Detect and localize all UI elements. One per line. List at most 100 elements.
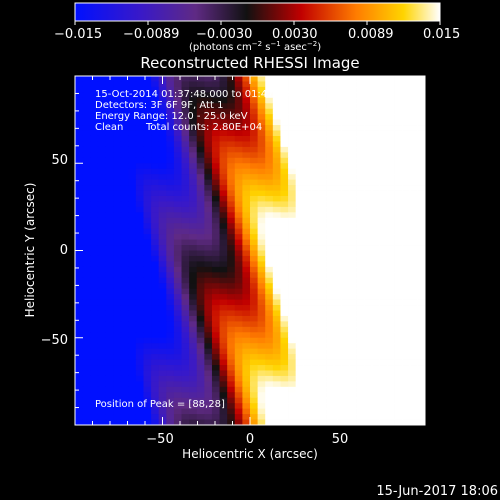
heatmap-cell	[105, 299, 114, 306]
heatmap-cell	[227, 315, 236, 322]
heatmap-cell	[189, 179, 198, 186]
heatmap-cell	[82, 130, 91, 137]
heatmap-cell	[417, 332, 425, 339]
heatmap-cell	[379, 370, 388, 377]
heatmap-cell	[113, 108, 122, 115]
heatmap-cell	[189, 294, 198, 300]
heatmap-cell	[211, 206, 220, 213]
heatmap-cell	[242, 201, 251, 208]
heatmap-cell	[135, 168, 144, 175]
heatmap-cell	[219, 288, 228, 295]
heatmap-cell	[341, 190, 350, 197]
heatmap-cell	[257, 321, 266, 328]
heatmap-cell	[166, 277, 175, 284]
heatmap-cell	[386, 119, 395, 126]
y-tick-label-neg50: −50	[41, 333, 68, 348]
heatmap-cell	[151, 195, 160, 202]
heatmap-cell	[379, 146, 388, 153]
heatmap-cell	[386, 359, 395, 366]
heatmap-cell	[371, 223, 380, 230]
heatmap-cell	[219, 326, 228, 333]
heatmap-cell	[143, 299, 152, 306]
heatmap-cell	[303, 386, 312, 393]
footer-date: 15-Jun-2017 18:06	[376, 484, 498, 499]
heatmap-cell	[356, 359, 365, 366]
heatmap-cell	[189, 386, 198, 393]
heatmap-cell	[288, 146, 297, 153]
heatmap-cell	[272, 217, 281, 224]
heatmap-cell	[90, 337, 99, 344]
heatmap-cell	[326, 108, 335, 115]
heatmap-cell	[364, 119, 373, 126]
heatmap-cell	[158, 92, 167, 99]
heatmap-cell	[386, 168, 395, 175]
heatmap-cell	[310, 277, 319, 284]
heatmap-cell	[113, 365, 122, 371]
heatmap-cell	[318, 185, 327, 191]
heatmap-cell	[333, 195, 342, 202]
heatmap-cell	[417, 419, 425, 425]
heatmap-cell	[280, 174, 289, 181]
heatmap-cell	[280, 239, 289, 246]
heatmap-cell	[181, 250, 190, 257]
heatmap-cell	[128, 397, 137, 404]
heatmap-cell	[166, 414, 175, 420]
heatmap-cell	[90, 343, 99, 350]
heatmap-cell	[234, 163, 243, 170]
heatmap-cell	[288, 81, 297, 88]
heatmap-cell	[181, 201, 190, 208]
heatmap-cell	[189, 261, 198, 268]
heatmap-cell	[417, 321, 425, 328]
heatmap-cell	[181, 228, 190, 235]
heatmap-cell	[409, 168, 418, 175]
heatmap-cell	[219, 359, 228, 366]
heatmap-cell	[166, 228, 175, 235]
heatmap-cell	[272, 223, 281, 230]
heatmap-cell	[128, 392, 137, 399]
heatmap-cell	[120, 288, 129, 295]
heatmap-cell	[97, 190, 106, 197]
heatmap-cell	[219, 125, 228, 131]
heatmap-cell	[113, 294, 122, 300]
heatmap-cell	[295, 234, 304, 240]
heatmap-cell	[75, 152, 84, 159]
heatmap-cell	[120, 419, 129, 425]
heatmap-cell	[135, 305, 144, 311]
heatmap-cell	[409, 130, 418, 137]
heatmap-cell	[219, 108, 228, 115]
heatmap-cell	[97, 272, 106, 279]
heatmap-cell	[371, 272, 380, 279]
heatmap-cell	[75, 305, 84, 311]
heatmap-cell	[333, 179, 342, 186]
heatmap-cell	[196, 348, 205, 355]
heatmap-cell	[341, 414, 350, 420]
heatmap-cell	[97, 414, 106, 420]
heatmap-cell	[265, 114, 274, 121]
heatmap-cell	[173, 76, 182, 82]
heatmap-cell	[303, 81, 312, 88]
heatmap-cell	[409, 152, 418, 159]
heatmap-cell	[196, 266, 205, 273]
heatmap-cell	[97, 245, 106, 251]
heatmap-cell	[242, 190, 251, 197]
heatmap-cell	[234, 272, 243, 279]
heatmap-cell	[113, 157, 122, 164]
heatmap-cell	[204, 283, 213, 290]
heatmap-cell	[181, 337, 190, 344]
heatmap-cell	[234, 114, 243, 121]
heatmap-cell	[356, 299, 365, 306]
heatmap-cell	[250, 76, 259, 82]
heatmap-cell	[257, 239, 266, 246]
heatmap-cell	[234, 392, 243, 399]
heatmap-cell	[272, 332, 281, 339]
heatmap-cell	[166, 223, 175, 230]
heatmap-cell	[211, 326, 220, 333]
heatmap-cell	[326, 392, 335, 399]
heatmap-cell	[82, 239, 91, 246]
heatmap-cell	[113, 179, 122, 186]
heatmap-cell	[272, 103, 281, 110]
heatmap-cell	[105, 130, 114, 137]
heatmap-cell	[105, 365, 114, 371]
colorbar-tick-label-3: −0.0030	[196, 27, 252, 42]
heatmap-cell	[97, 195, 106, 202]
